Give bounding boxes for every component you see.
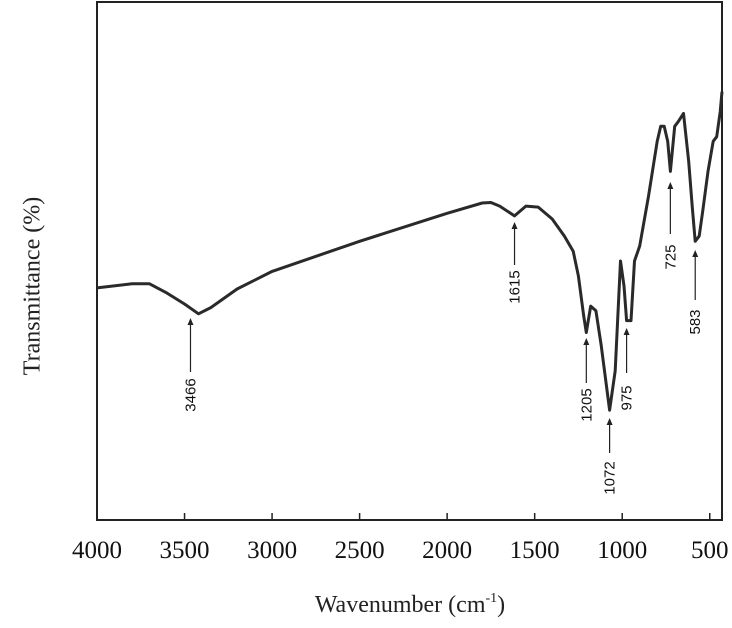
peak-arrowhead (623, 328, 630, 335)
x-tick-label: 1000 (597, 537, 647, 564)
x-tick-label: 500 (691, 537, 729, 564)
peak-label: 1615 (507, 270, 524, 303)
x-tick-label: 4000 (72, 537, 122, 564)
spectrum-line (96, 91, 724, 412)
peak-arrowhead (667, 182, 674, 189)
y-axis-label: Transmittance (%) (20, 197, 46, 375)
x-tick-label: 2500 (335, 537, 385, 564)
peak-label: 1205 (578, 388, 595, 421)
peak-label: 725 (662, 244, 679, 269)
x-axis-label: Wavenumber (cm-1) (315, 591, 505, 618)
peak-arrowhead (187, 318, 194, 325)
peak-label: 3466 (182, 378, 199, 411)
peak-label: 975 (619, 385, 636, 410)
x-axis-label-superscript: -1 (486, 591, 498, 606)
x-tick-label: 2000 (422, 537, 472, 564)
x-axis-label-text: Wavenumber (cm (315, 592, 486, 618)
peak-label: 1072 (602, 461, 619, 494)
peak-label: 583 (687, 309, 704, 334)
peak-arrowhead (692, 250, 699, 257)
peak-arrowhead (606, 418, 613, 425)
x-tick-label: 3500 (160, 537, 210, 564)
x-axis-label-text: ) (497, 592, 505, 618)
x-tick-label: 1500 (510, 537, 560, 564)
x-tick-label: 3000 (247, 537, 297, 564)
peak-arrowhead (583, 338, 590, 345)
peak-arrowhead (511, 222, 518, 229)
plot-frame (96, 1, 723, 521)
